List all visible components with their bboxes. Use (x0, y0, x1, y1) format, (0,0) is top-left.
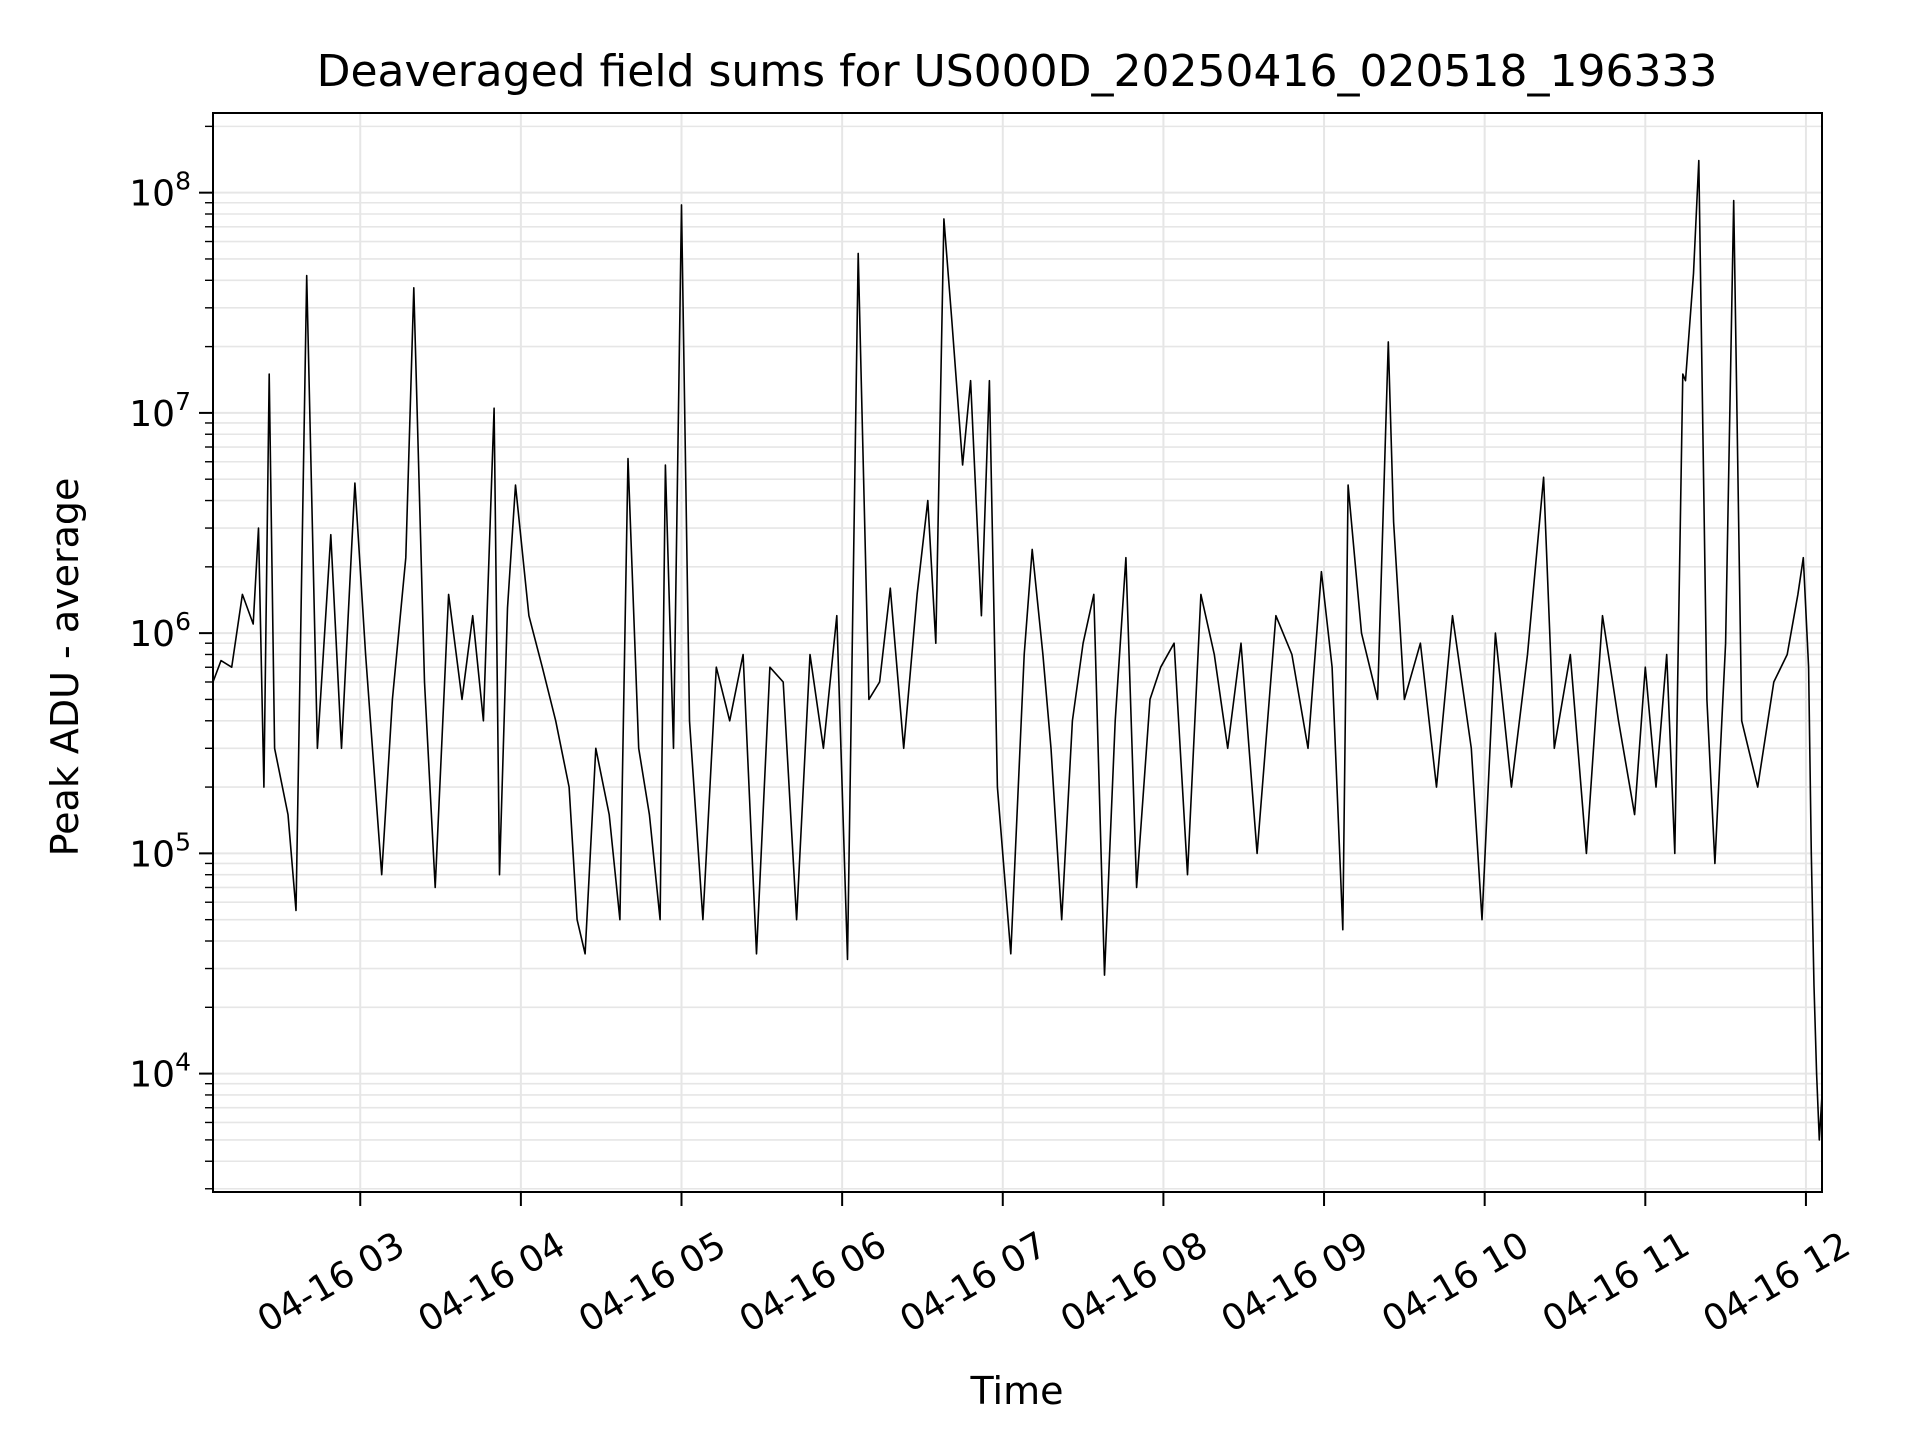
y-tick-label: 106 (129, 607, 191, 655)
series-layer (212, 159, 1823, 1141)
y-axis-label: Peak ADU - average (43, 478, 87, 857)
chart-title: Deaveraged field sums for US000D_2025041… (317, 46, 1718, 97)
grid-layer (213, 113, 1822, 1192)
x-axis-label: Time (970, 1369, 1064, 1413)
y-tick-label: 105 (129, 827, 191, 875)
y-tick-label: 107 (129, 387, 191, 435)
series-line (212, 159, 1823, 1141)
plot-frame (212, 112, 1823, 1193)
y-tick-label: 108 (129, 167, 191, 215)
y-tick-label: 104 (129, 1048, 191, 1096)
